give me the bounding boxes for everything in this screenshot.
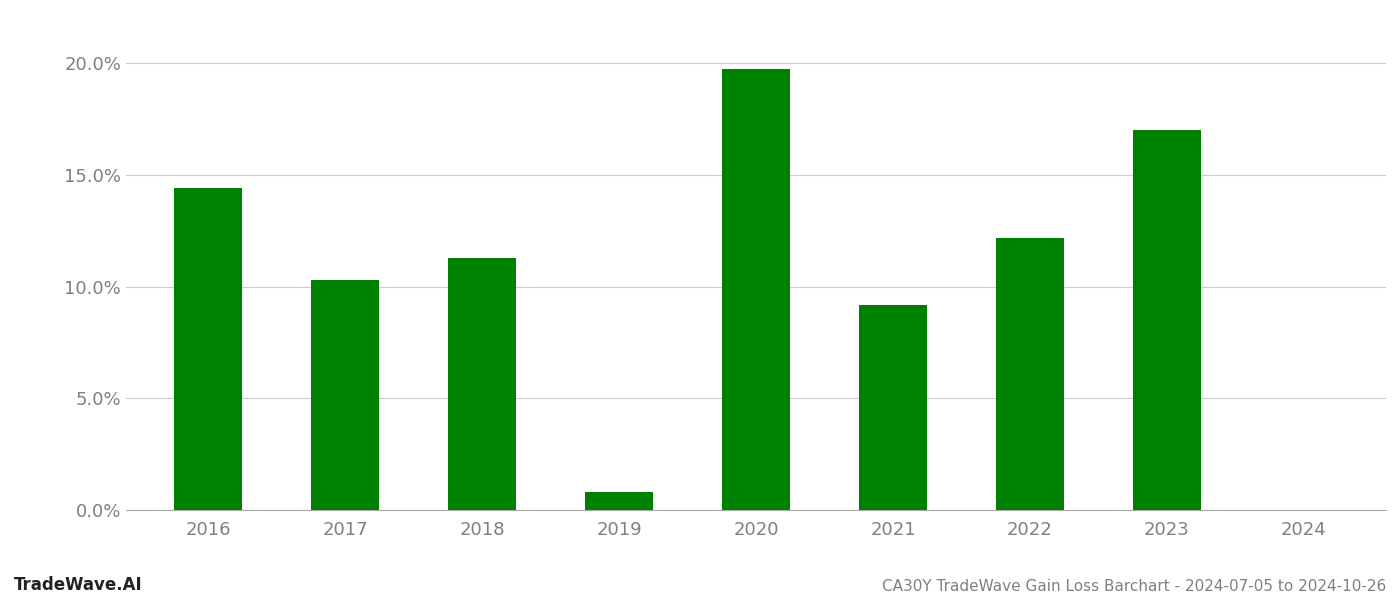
Text: TradeWave.AI: TradeWave.AI xyxy=(14,576,143,594)
Bar xyxy=(722,69,790,510)
Bar xyxy=(1133,130,1201,510)
Bar xyxy=(448,258,517,510)
Bar xyxy=(174,188,242,510)
Text: CA30Y TradeWave Gain Loss Barchart - 2024-07-05 to 2024-10-26: CA30Y TradeWave Gain Loss Barchart - 202… xyxy=(882,579,1386,594)
Bar xyxy=(585,492,654,510)
Bar xyxy=(858,305,927,510)
Bar xyxy=(311,280,379,510)
Bar xyxy=(995,238,1064,510)
